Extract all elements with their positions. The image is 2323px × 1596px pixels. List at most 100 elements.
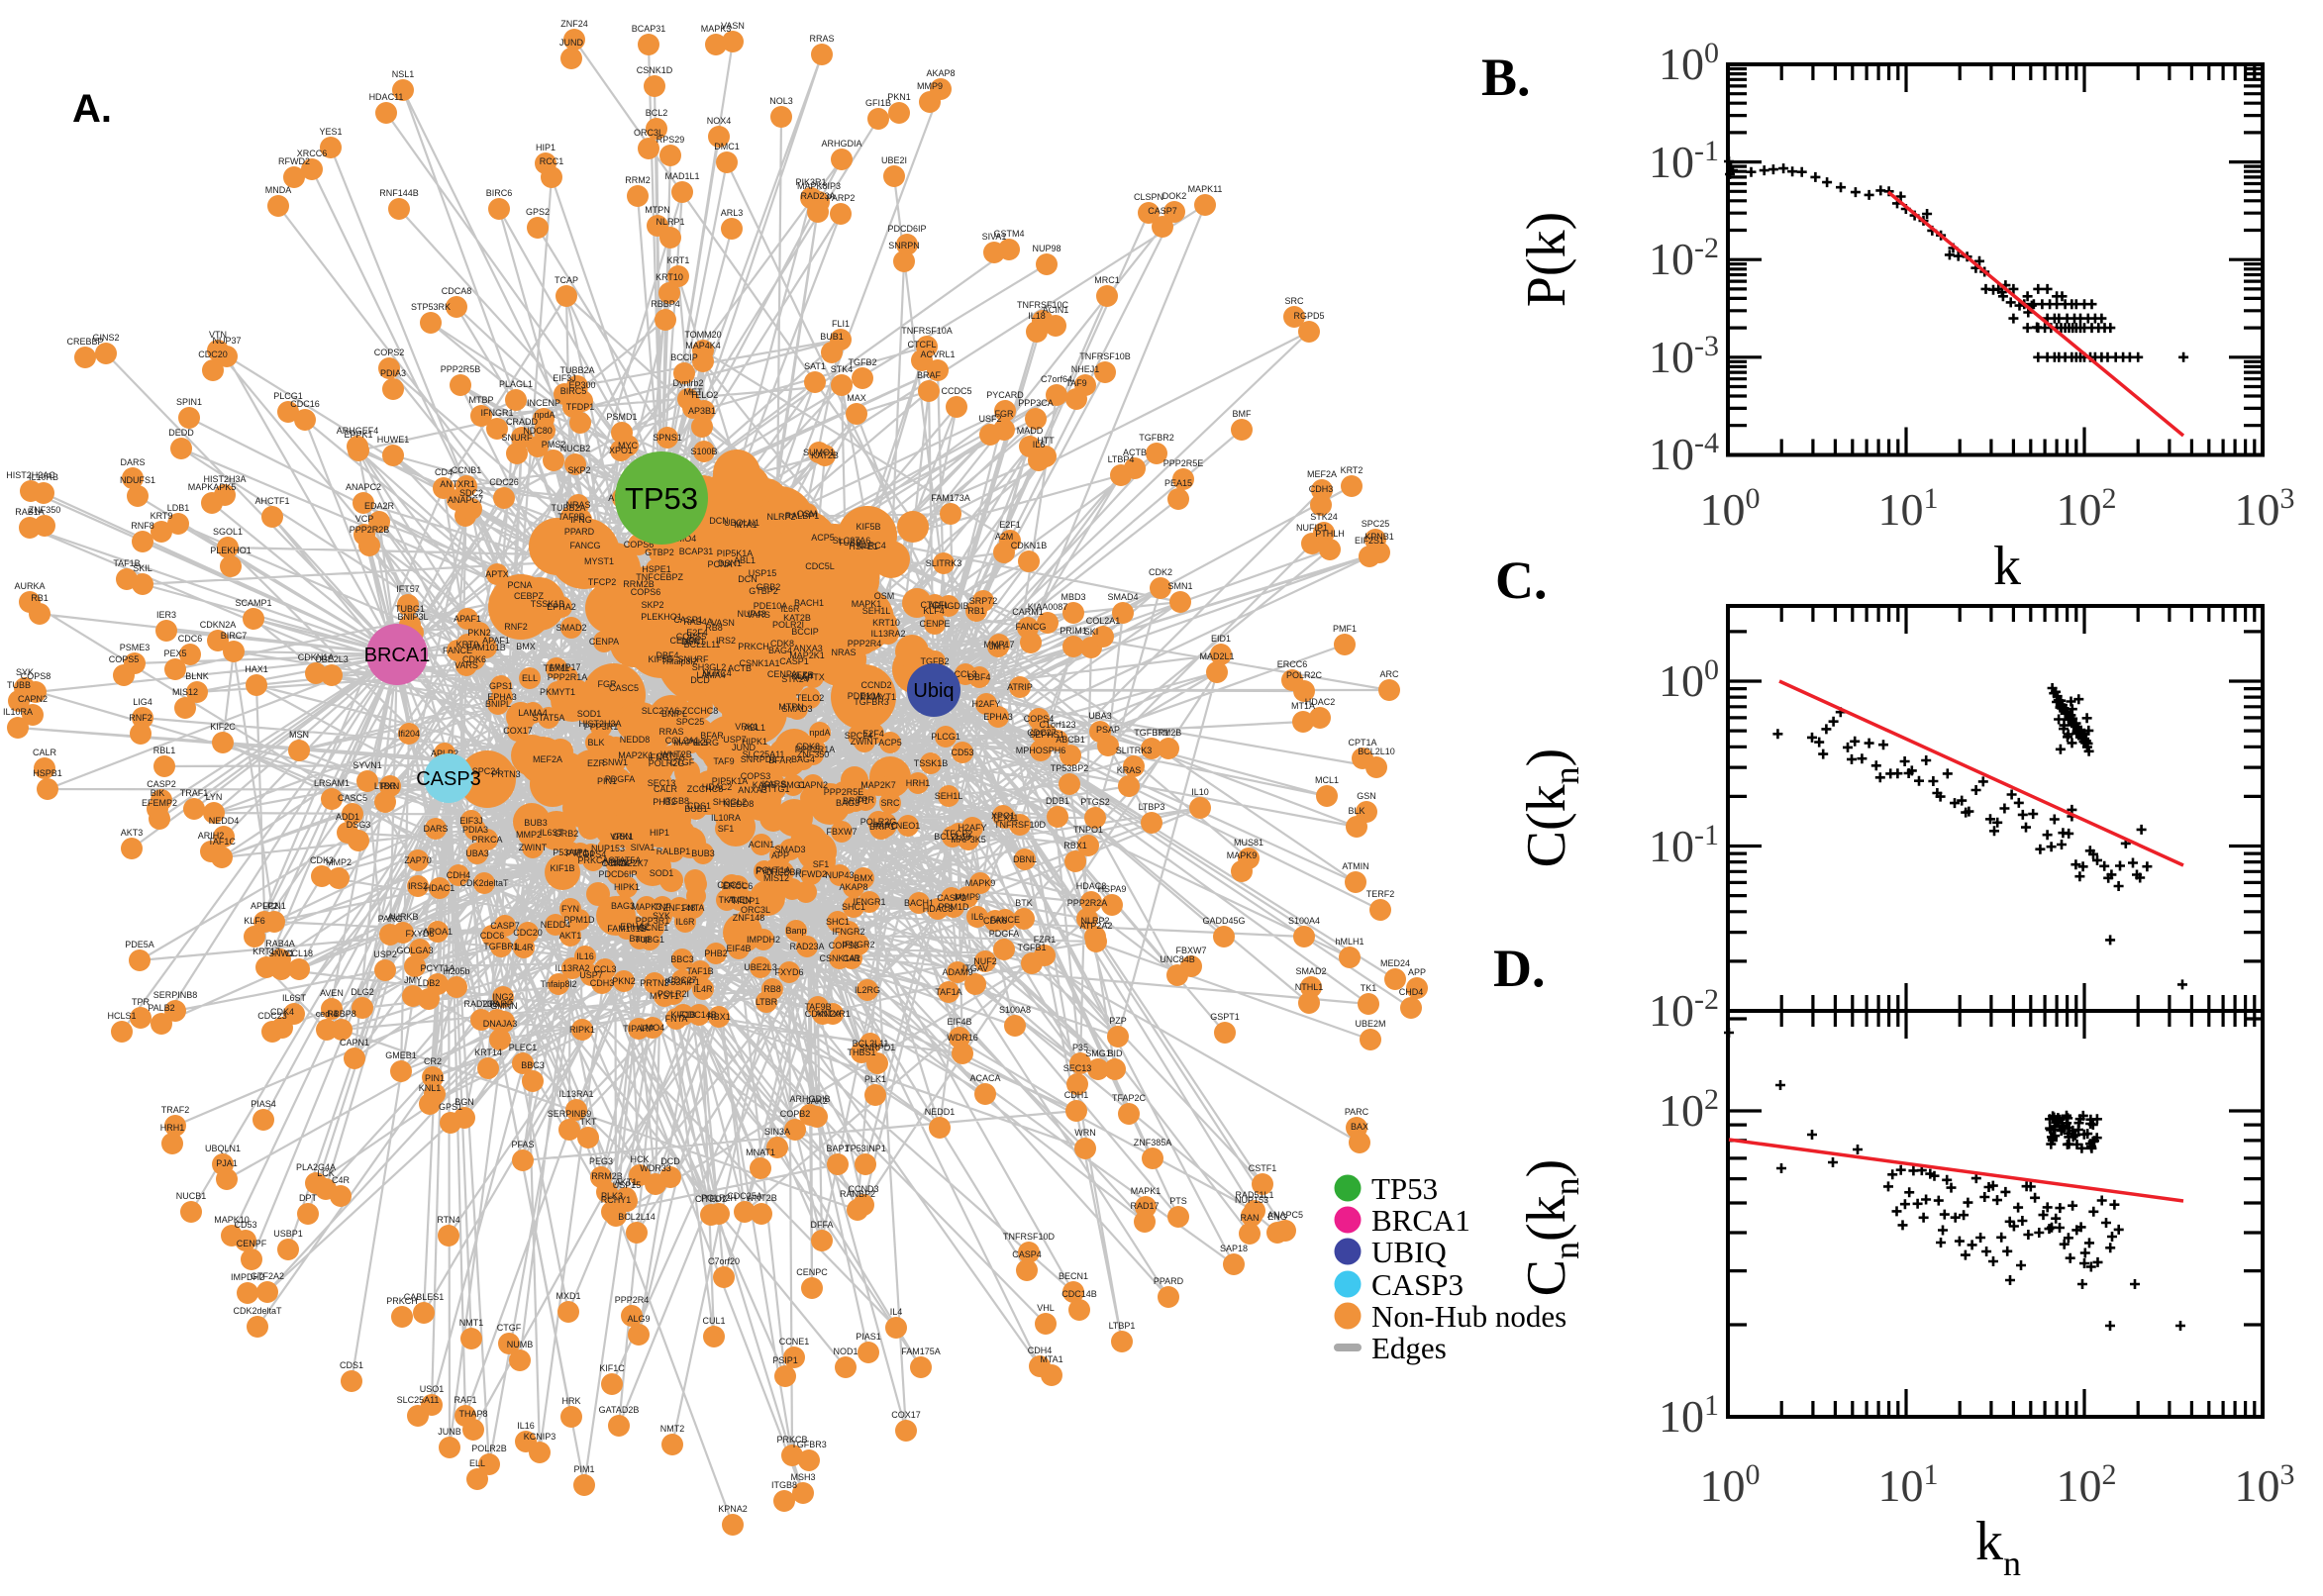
svg-text:H2AFY: H2AFY bbox=[958, 823, 986, 833]
svg-text:LTBP4: LTBP4 bbox=[1108, 454, 1135, 464]
svg-text:EPHA3: EPHA3 bbox=[487, 692, 517, 702]
svg-text:COPS6: COPS6 bbox=[624, 540, 655, 549]
svg-text:SMG1: SMG1 bbox=[1085, 1048, 1111, 1058]
svg-text:SIVA1: SIVA1 bbox=[631, 843, 656, 852]
svg-text:UBE2I: UBE2I bbox=[881, 155, 907, 165]
svg-text:OSM: OSM bbox=[874, 591, 895, 601]
svg-text:PFAS: PFAS bbox=[511, 1140, 534, 1149]
svg-text:NUP37: NUP37 bbox=[212, 336, 241, 346]
svg-text:FLI1: FLI1 bbox=[832, 319, 850, 329]
svg-text:DFFA: DFFA bbox=[810, 1220, 833, 1230]
svg-text:NOD1: NOD1 bbox=[833, 1347, 858, 1356]
svg-text:BRAF: BRAF bbox=[917, 370, 942, 380]
svg-text:ANAPC7: ANAPC7 bbox=[448, 495, 483, 505]
svg-text:ACTB: ACTB bbox=[1123, 448, 1147, 457]
svg-text:HDAC11: HDAC11 bbox=[369, 92, 404, 102]
svg-text:VARS: VARS bbox=[454, 660, 478, 670]
svg-text:USO1: USO1 bbox=[420, 1384, 445, 1394]
svg-text:PPP3R1: PPP3R1 bbox=[584, 722, 619, 732]
svg-text:ERCC6: ERCC6 bbox=[723, 881, 754, 891]
svg-text:SNURF: SNURF bbox=[502, 433, 534, 443]
svg-text:PRKCA: PRKCA bbox=[471, 835, 502, 845]
svg-text:FGR: FGR bbox=[598, 679, 617, 689]
svg-text:CAPN1: CAPN1 bbox=[340, 1038, 369, 1047]
svg-text:DARS: DARS bbox=[120, 457, 145, 467]
svg-text:SAT1: SAT1 bbox=[804, 361, 826, 371]
svg-text:EPPK1: EPPK1 bbox=[344, 430, 372, 440]
svg-text:DCD: DCD bbox=[660, 1156, 680, 1166]
svg-text:EIF4B: EIF4B bbox=[947, 1017, 971, 1027]
svg-text:RAD23A: RAD23A bbox=[789, 942, 824, 951]
svg-text:PRKCH: PRKCH bbox=[738, 642, 769, 651]
svg-text:CDK3: CDK3 bbox=[310, 855, 334, 865]
svg-text:LIG4: LIG4 bbox=[133, 697, 152, 707]
svg-text:RALBP1: RALBP1 bbox=[656, 847, 691, 856]
svg-text:SMAD3: SMAD3 bbox=[781, 704, 812, 714]
svg-text:NEO1: NEO1 bbox=[896, 821, 921, 831]
svg-text:MYST1: MYST1 bbox=[650, 991, 679, 1001]
svg-text:HIPK1: HIPK1 bbox=[614, 882, 640, 892]
svg-text:AKAP8: AKAP8 bbox=[926, 68, 955, 78]
svg-text:CDS1: CDS1 bbox=[687, 801, 711, 811]
svg-text:NLRP2: NLRP2 bbox=[766, 512, 795, 522]
svg-text:SPC25: SPC25 bbox=[676, 717, 705, 727]
svg-text:RAF1: RAF1 bbox=[454, 1395, 476, 1405]
svg-text:RB1: RB1 bbox=[31, 593, 49, 603]
svg-text:CENPC: CENPC bbox=[796, 1267, 828, 1277]
svg-text:HDAC2: HDAC2 bbox=[1305, 697, 1336, 707]
svg-text:ACIN1: ACIN1 bbox=[749, 840, 775, 849]
svg-text:CCNB1: CCNB1 bbox=[452, 465, 482, 475]
svg-text:RAB4A: RAB4A bbox=[683, 617, 713, 627]
svg-text:USBP1: USBP1 bbox=[273, 1229, 303, 1239]
svg-text:CDCA8: CDCA8 bbox=[442, 286, 472, 296]
svg-text:TSSK1B: TSSK1B bbox=[531, 599, 565, 609]
svg-text:NUCB1: NUCB1 bbox=[176, 1191, 207, 1201]
svg-text:ARC: ARC bbox=[1379, 669, 1399, 679]
svg-text:ACIN1: ACIN1 bbox=[1043, 305, 1069, 315]
svg-text:HIPK1: HIPK1 bbox=[742, 737, 767, 747]
svg-text:CDKN1A: CDKN1A bbox=[298, 652, 335, 662]
svg-text:AKT3: AKT3 bbox=[121, 828, 144, 838]
svg-text:VRK1: VRK1 bbox=[610, 832, 634, 842]
svg-text:GFI1B: GFI1B bbox=[865, 98, 891, 108]
svg-text:TCAP: TCAP bbox=[555, 275, 578, 285]
svg-text:PARG: PARG bbox=[378, 914, 403, 924]
svg-text:WNT2B: WNT2B bbox=[660, 749, 692, 759]
svg-text:KRT10: KRT10 bbox=[656, 272, 683, 282]
svg-text:ITGAV: ITGAV bbox=[962, 963, 988, 973]
svg-text:PCYT1A: PCYT1A bbox=[420, 963, 454, 973]
svg-text:NUP43: NUP43 bbox=[737, 609, 765, 619]
svg-text:SMN1: SMN1 bbox=[1167, 581, 1192, 591]
svg-text:GPS2: GPS2 bbox=[526, 207, 550, 217]
svg-text:KIF5B: KIF5B bbox=[856, 522, 880, 532]
svg-text:PRIM1: PRIM1 bbox=[1060, 626, 1087, 636]
svg-text:PPP3R1: PPP3R1 bbox=[636, 916, 670, 926]
svg-text:DMC1: DMC1 bbox=[714, 142, 740, 151]
svg-text:CDC5L: CDC5L bbox=[717, 880, 747, 890]
svg-text:GSTM4: GSTM4 bbox=[993, 229, 1024, 239]
svg-text:KAT2B: KAT2B bbox=[783, 613, 811, 623]
svg-text:HDAC1: HDAC1 bbox=[425, 883, 455, 893]
svg-text:TOMM20: TOMM20 bbox=[684, 330, 721, 340]
svg-text:DEDD: DEDD bbox=[168, 428, 194, 438]
svg-text:APP: APP bbox=[771, 850, 789, 860]
svg-text:PPP2R5B: PPP2R5B bbox=[441, 364, 481, 374]
svg-text:CREBBP: CREBBP bbox=[764, 867, 801, 877]
svg-text:DPT: DPT bbox=[299, 1193, 318, 1203]
svg-text:KLF4: KLF4 bbox=[923, 606, 945, 616]
svg-text:CDK4: CDK4 bbox=[270, 1007, 294, 1017]
svg-text:RFWD2: RFWD2 bbox=[795, 869, 827, 879]
svg-text:TIPARP: TIPARP bbox=[481, 999, 513, 1009]
svg-text:TELO2: TELO2 bbox=[796, 693, 825, 703]
svg-text:EP300: EP300 bbox=[568, 380, 595, 390]
svg-text:CAPN2: CAPN2 bbox=[18, 694, 48, 704]
svg-text:IFNGR1: IFNGR1 bbox=[853, 897, 885, 907]
svg-text:PLCG1: PLCG1 bbox=[931, 732, 960, 742]
svg-text:GOLGA3: GOLGA3 bbox=[396, 946, 433, 955]
svg-text:ZNF148: ZNF148 bbox=[663, 903, 696, 913]
svg-text:CRADD: CRADD bbox=[506, 417, 539, 427]
svg-text:Non-Hub nodes: Non-Hub nodes bbox=[1371, 1299, 1566, 1334]
svg-text:NTHL1: NTHL1 bbox=[1295, 982, 1324, 992]
svg-text:PDGFA: PDGFA bbox=[605, 774, 636, 784]
svg-text:XRCC6: XRCC6 bbox=[297, 149, 328, 158]
